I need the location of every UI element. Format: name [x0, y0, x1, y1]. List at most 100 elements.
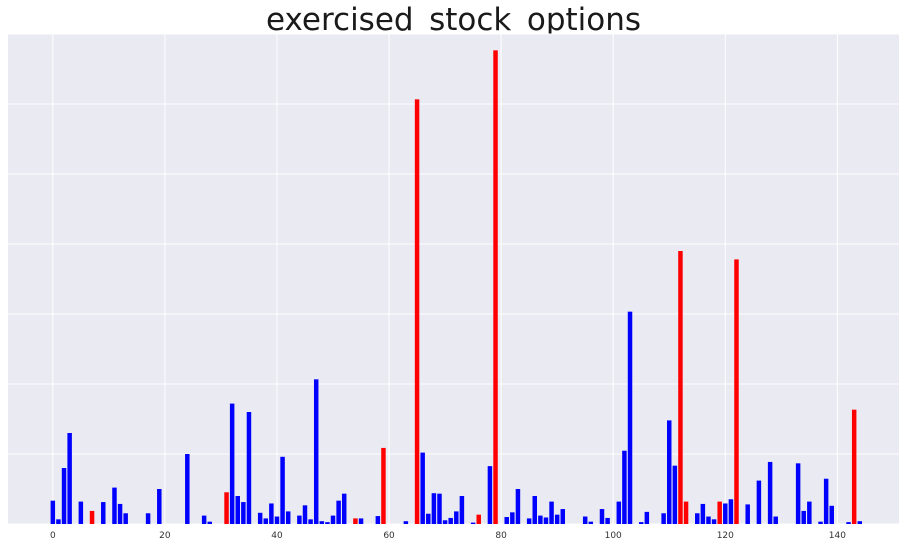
- bar: [706, 516, 711, 524]
- bar-poi: [89, 510, 95, 524]
- x-tick-label: 80: [495, 531, 507, 541]
- bar: [695, 513, 700, 524]
- bar-poi: [734, 259, 739, 524]
- bar: [257, 512, 263, 524]
- bar: [78, 501, 84, 524]
- bar: [274, 516, 280, 524]
- bar-poi: [353, 518, 358, 524]
- bar-poi: [414, 99, 420, 524]
- bar: [510, 512, 515, 524]
- x-tick-label: 0: [50, 531, 56, 541]
- bar-poi: [717, 501, 722, 524]
- bar-poi: [224, 492, 229, 524]
- bar: [280, 456, 285, 524]
- bar: [61, 468, 67, 524]
- bar: [145, 513, 151, 524]
- bar: [336, 500, 341, 524]
- bar: [123, 513, 128, 524]
- bar: [185, 454, 190, 524]
- bar: [549, 501, 554, 524]
- bar: [487, 466, 493, 524]
- bar: [667, 420, 672, 524]
- bar: [616, 501, 622, 524]
- bar-poi: [683, 501, 689, 524]
- bar: [767, 461, 773, 524]
- bar: [470, 522, 476, 524]
- bar: [745, 504, 750, 524]
- bar: [285, 511, 291, 524]
- bar: [448, 517, 453, 524]
- bar: [235, 496, 240, 524]
- bar: [605, 517, 610, 524]
- bar: [341, 493, 347, 524]
- bar: [313, 379, 319, 524]
- bar: [823, 478, 829, 524]
- bar: [504, 517, 509, 524]
- x-tick-label: 40: [271, 531, 283, 541]
- bar: [554, 514, 560, 524]
- bar: [543, 517, 549, 524]
- bar: [846, 522, 851, 524]
- bar-poi: [678, 251, 683, 524]
- bar: [201, 515, 207, 524]
- bar: [229, 403, 235, 524]
- bar: [857, 521, 863, 524]
- grid-lines: [8, 33, 899, 525]
- x-tick-label: 120: [717, 531, 734, 541]
- bar: [672, 465, 678, 524]
- chart-title: exercised_stock_options: [265, 2, 642, 38]
- bar: [700, 503, 706, 524]
- bar: [403, 521, 409, 524]
- bar: [426, 513, 431, 524]
- bar: [308, 519, 313, 524]
- bar: [431, 493, 437, 524]
- x-tick-label: 20: [159, 531, 171, 541]
- bar: [459, 496, 465, 524]
- bar: [807, 501, 812, 524]
- bar: [117, 503, 123, 524]
- bar: [246, 412, 252, 524]
- bar: [818, 521, 823, 524]
- bar: [622, 450, 627, 524]
- bar: [157, 489, 162, 524]
- bar: [526, 518, 532, 524]
- bar-poi: [851, 409, 857, 524]
- bar: [207, 521, 212, 524]
- bar: [263, 518, 269, 524]
- bar: [627, 311, 633, 524]
- bar: [829, 505, 834, 524]
- plot-background: [8, 34, 899, 524]
- bar-poi: [381, 447, 386, 524]
- bar: [532, 496, 537, 524]
- bar: [588, 521, 594, 524]
- bar: [756, 480, 762, 524]
- bar: [723, 503, 728, 524]
- bar: [801, 510, 806, 524]
- x-tick-label: 140: [829, 531, 846, 541]
- bar: [582, 516, 588, 524]
- bar: [56, 519, 61, 524]
- bar-poi: [493, 50, 498, 524]
- bar: [442, 520, 448, 524]
- bar: [50, 500, 56, 524]
- bar: [67, 433, 72, 524]
- bar: [330, 515, 336, 524]
- bar: [358, 518, 364, 524]
- bar: [661, 513, 666, 524]
- bar: [101, 502, 106, 524]
- bar: [560, 509, 566, 524]
- bar-poi: [476, 514, 481, 524]
- bar: [297, 515, 302, 524]
- bar: [112, 487, 117, 524]
- bar: [644, 511, 650, 524]
- bar: [728, 499, 734, 524]
- bar: [795, 463, 801, 524]
- bar: [711, 519, 717, 524]
- bar: [319, 521, 325, 524]
- bars: [50, 50, 863, 524]
- x-tick-label: 100: [605, 531, 622, 541]
- bar: [241, 502, 246, 524]
- x-tick-labels: 0 20 40 60 80 100 120 140: [50, 531, 846, 541]
- bar: [325, 522, 330, 524]
